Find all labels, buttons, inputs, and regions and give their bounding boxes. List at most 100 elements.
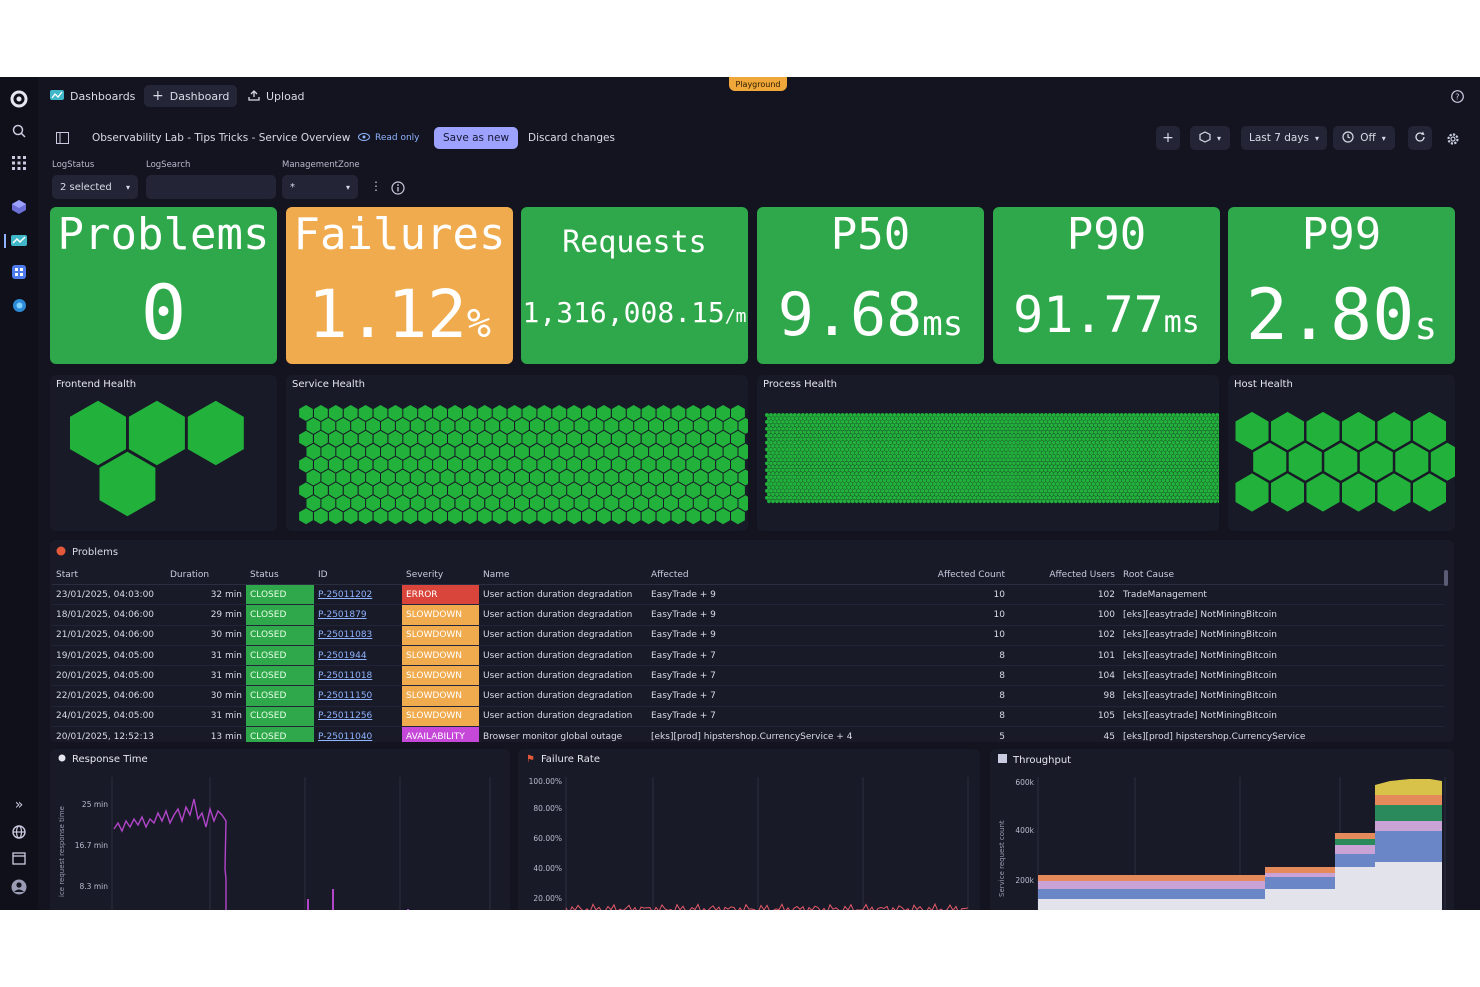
service-hexagon[interactable] bbox=[492, 430, 507, 447]
process-hexagon[interactable] bbox=[854, 471, 859, 476]
process-hexagon[interactable] bbox=[1050, 457, 1054, 462]
help-icon[interactable]: ? bbox=[1451, 85, 1464, 107]
process-hexagon[interactable] bbox=[1103, 447, 1108, 452]
process-hexagon[interactable] bbox=[982, 423, 986, 428]
process-hexagon[interactable] bbox=[801, 475, 805, 480]
process-hexagon[interactable] bbox=[1083, 454, 1088, 459]
process-hexagon[interactable] bbox=[1113, 450, 1118, 456]
process-hexagon[interactable] bbox=[1073, 478, 1078, 483]
process-hexagon[interactable] bbox=[1179, 481, 1184, 487]
service-hexagon[interactable] bbox=[641, 430, 656, 447]
service-hexagon[interactable] bbox=[299, 508, 313, 525]
process-hexagon[interactable] bbox=[958, 492, 963, 497]
host-hexagon[interactable] bbox=[1288, 442, 1322, 481]
service-hexagon[interactable] bbox=[641, 482, 656, 499]
process-hexagon[interactable] bbox=[813, 495, 817, 500]
process-hexagon[interactable] bbox=[1127, 419, 1132, 424]
process-hexagon[interactable] bbox=[1077, 499, 1082, 504]
service-hexagon[interactable] bbox=[544, 443, 559, 460]
process-hexagon[interactable] bbox=[769, 447, 773, 452]
process-hexagon[interactable] bbox=[1199, 475, 1204, 480]
process-hexagon[interactable] bbox=[830, 457, 835, 462]
process-hexagon[interactable] bbox=[834, 443, 839, 449]
process-hexagon[interactable] bbox=[767, 450, 771, 456]
process-hexagon[interactable] bbox=[892, 454, 897, 459]
process-hexagon[interactable] bbox=[801, 461, 805, 466]
service-hexagon[interactable] bbox=[448, 456, 462, 473]
process-hexagon[interactable] bbox=[1213, 499, 1217, 504]
process-hexagon[interactable] bbox=[811, 457, 815, 462]
process-hexagon[interactable] bbox=[797, 468, 801, 473]
process-hexagon[interactable] bbox=[1091, 447, 1096, 452]
process-hexagon[interactable] bbox=[1054, 457, 1058, 462]
process-hexagon[interactable] bbox=[1020, 495, 1024, 500]
process-hexagon[interactable] bbox=[962, 478, 966, 483]
process-hexagon[interactable] bbox=[990, 485, 994, 490]
process-hexagon[interactable] bbox=[840, 495, 845, 500]
process-hexagon[interactable] bbox=[811, 471, 815, 476]
service-hexagon[interactable] bbox=[597, 456, 611, 473]
process-hexagon[interactable] bbox=[813, 433, 817, 438]
process-hexagon[interactable] bbox=[944, 454, 949, 459]
service-hexagon[interactable] bbox=[530, 495, 544, 512]
process-hexagon[interactable] bbox=[816, 481, 821, 487]
process-hexagon[interactable] bbox=[832, 475, 837, 480]
process-hexagon[interactable] bbox=[930, 437, 935, 442]
process-hexagon[interactable] bbox=[1215, 454, 1219, 459]
process-hexagon[interactable] bbox=[818, 457, 823, 462]
process-hexagon[interactable] bbox=[1020, 488, 1024, 493]
process-hexagon[interactable] bbox=[916, 461, 921, 466]
process-hexagon[interactable] bbox=[1129, 416, 1134, 421]
process-hexagon[interactable] bbox=[1008, 495, 1012, 500]
process-hexagon[interactable] bbox=[942, 450, 947, 456]
service-hexagon[interactable] bbox=[537, 508, 552, 525]
process-hexagon[interactable] bbox=[838, 443, 843, 449]
process-hexagon[interactable] bbox=[826, 443, 831, 449]
process-hexagon[interactable] bbox=[793, 412, 797, 418]
process-hexagon[interactable] bbox=[1016, 461, 1020, 466]
service-hexagon[interactable] bbox=[366, 417, 380, 434]
process-hexagon[interactable] bbox=[1143, 426, 1148, 431]
process-hexagon[interactable] bbox=[1213, 471, 1217, 476]
process-hexagon[interactable] bbox=[924, 461, 929, 466]
process-hexagon[interactable] bbox=[994, 416, 998, 421]
process-hexagon[interactable] bbox=[878, 443, 883, 449]
process-hexagon[interactable] bbox=[1020, 440, 1024, 445]
service-hexagon[interactable] bbox=[425, 443, 440, 460]
process-hexagon[interactable] bbox=[1101, 499, 1106, 504]
process-hexagon[interactable] bbox=[890, 443, 895, 449]
service-hexagon[interactable] bbox=[552, 508, 567, 525]
process-hexagon[interactable] bbox=[1081, 443, 1086, 449]
process-hexagon[interactable] bbox=[1187, 461, 1192, 466]
process-hexagon[interactable] bbox=[918, 471, 923, 476]
process-hexagon[interactable] bbox=[948, 433, 953, 438]
process-hexagon[interactable] bbox=[791, 492, 795, 497]
process-hexagon[interactable] bbox=[801, 433, 805, 438]
process-hexagon[interactable] bbox=[962, 437, 966, 442]
process-hexagon[interactable] bbox=[767, 430, 771, 435]
process-hexagon[interactable] bbox=[1119, 495, 1124, 500]
process-hexagon[interactable] bbox=[1006, 485, 1010, 490]
process-hexagon[interactable] bbox=[1085, 423, 1090, 428]
process-hexagon[interactable] bbox=[1193, 416, 1198, 421]
process-hexagon[interactable] bbox=[1059, 433, 1064, 438]
service-hexagon[interactable] bbox=[634, 469, 649, 486]
process-hexagon[interactable] bbox=[918, 485, 923, 490]
process-hexagon[interactable] bbox=[793, 461, 797, 466]
process-hexagon[interactable] bbox=[1058, 464, 1062, 469]
process-hexagon[interactable] bbox=[880, 468, 885, 473]
process-hexagon[interactable] bbox=[1046, 492, 1050, 497]
process-hexagon[interactable] bbox=[906, 492, 911, 497]
process-hexagon[interactable] bbox=[1095, 461, 1100, 466]
process-hexagon[interactable] bbox=[1121, 471, 1126, 476]
process-hexagon[interactable] bbox=[1042, 464, 1046, 469]
process-hexagon[interactable] bbox=[775, 416, 779, 421]
process-hexagon[interactable] bbox=[1002, 450, 1006, 456]
process-hexagon[interactable] bbox=[1109, 416, 1114, 421]
process-hexagon[interactable] bbox=[822, 485, 827, 490]
process-hexagon[interactable] bbox=[1119, 433, 1124, 438]
process-hexagon[interactable] bbox=[1137, 485, 1142, 490]
process-hexagon[interactable] bbox=[1105, 492, 1110, 497]
process-hexagon[interactable] bbox=[1000, 481, 1004, 487]
process-hexagon[interactable] bbox=[928, 461, 933, 466]
